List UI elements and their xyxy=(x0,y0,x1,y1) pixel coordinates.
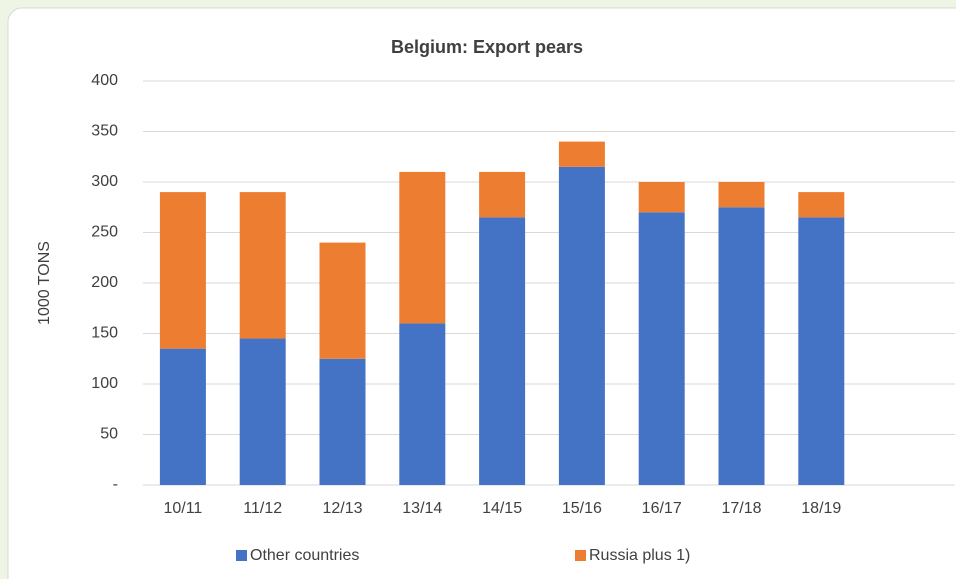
y-tick-label: 50 xyxy=(100,426,118,443)
bar-segment xyxy=(798,192,845,218)
bar-segment xyxy=(638,182,685,213)
y-tick-label: 400 xyxy=(91,72,118,89)
bar-segment xyxy=(558,166,605,485)
x-tick-label: 12/13 xyxy=(322,500,362,517)
x-tick-label: 17/18 xyxy=(721,500,761,517)
y-tick-label: 200 xyxy=(91,274,118,291)
x-tick-label: 14/15 xyxy=(482,500,522,517)
legend-swatch xyxy=(575,550,586,561)
y-tick-label: 100 xyxy=(91,375,118,392)
y-axis-label: 1000 TONS xyxy=(36,241,53,325)
y-tick-label: - xyxy=(113,476,118,493)
bar-segment xyxy=(159,192,206,349)
bar-segment xyxy=(479,217,526,485)
bar-segment xyxy=(239,192,286,339)
bar-segment xyxy=(399,171,446,324)
x-tick-label: 18/19 xyxy=(801,500,841,517)
bar-segment xyxy=(239,338,286,485)
y-tick-label: 150 xyxy=(91,325,118,342)
bar-segment xyxy=(798,217,845,485)
bar-segment xyxy=(399,323,446,485)
legend-label: Russia plus 1) xyxy=(589,547,690,564)
x-tick-label: 11/12 xyxy=(243,500,282,517)
y-tick-label: 300 xyxy=(91,173,118,190)
bar-segment xyxy=(159,348,206,485)
bar-segment xyxy=(718,207,765,485)
bar-segment xyxy=(558,141,605,167)
chart-title: Belgium: Export pears xyxy=(391,37,583,57)
bar-segment xyxy=(638,212,685,486)
y-tick-label: 350 xyxy=(91,123,118,140)
bar-segment xyxy=(319,242,366,359)
x-tick-label: 15/16 xyxy=(562,500,602,517)
x-tick-label: 16/17 xyxy=(642,500,682,517)
bar-segment xyxy=(319,358,366,485)
legend-label: Other countries xyxy=(250,547,359,564)
bar-segment xyxy=(718,182,765,208)
bar-segment xyxy=(479,171,526,218)
legend-swatch xyxy=(236,550,247,561)
y-tick-label: 250 xyxy=(91,224,118,241)
x-tick-label: 13/14 xyxy=(402,500,442,517)
x-tick-label: 10/11 xyxy=(163,500,202,517)
